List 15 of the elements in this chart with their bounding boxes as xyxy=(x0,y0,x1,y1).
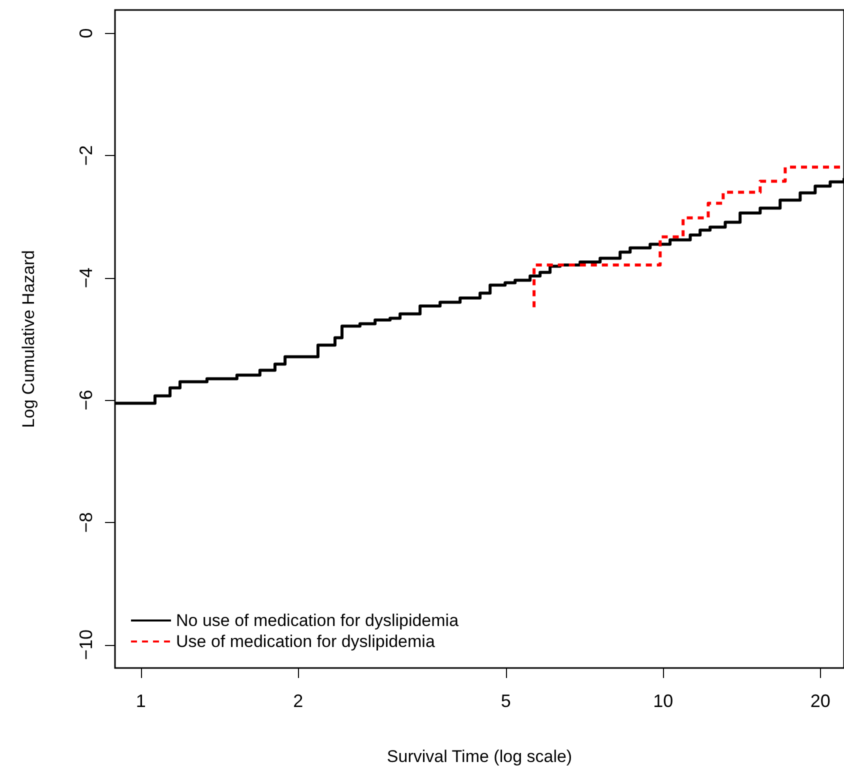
y-axis-title: Log Cumulative Hazard xyxy=(19,250,38,428)
x-tick-label: 10 xyxy=(653,691,674,711)
legend-label: No use of medication for dyslipidemia xyxy=(176,611,460,630)
y-tick-label: −10 xyxy=(76,629,96,660)
x-axis-title: Survival Time (log scale) xyxy=(386,747,572,766)
y-tick-label: −4 xyxy=(76,268,96,288)
y-tick-label: 0 xyxy=(76,28,96,38)
legend-label: Use of medication for dyslipidemia xyxy=(176,632,436,651)
y-tick-label: −6 xyxy=(76,390,96,410)
x-tick-label: 1 xyxy=(136,691,146,711)
y-tick-label: −8 xyxy=(76,512,96,533)
x-tick-label: 20 xyxy=(810,691,830,711)
y-tick-label: −2 xyxy=(76,145,96,166)
x-tick-label: 5 xyxy=(500,691,511,711)
x-tick-label: 2 xyxy=(293,691,304,711)
